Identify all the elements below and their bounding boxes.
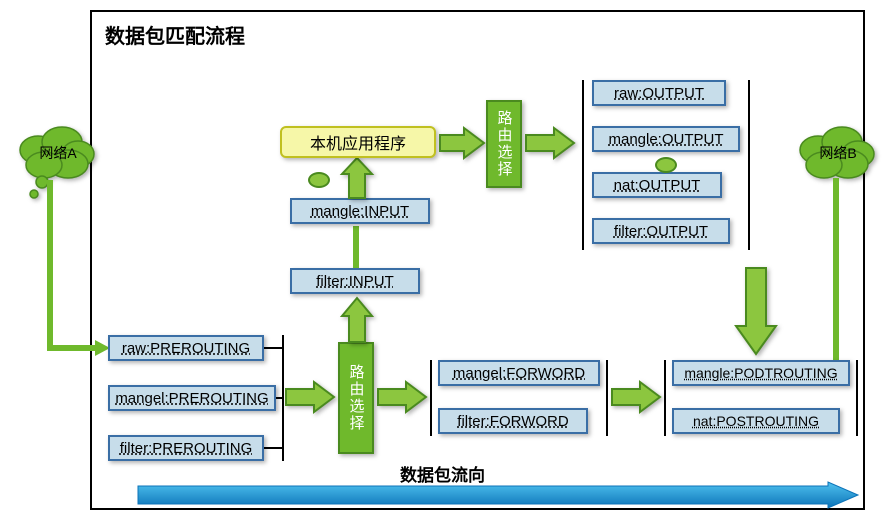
box-mangle-post: mangle:PODTROUTING [672,360,850,386]
dot-icon [655,157,677,173]
box-filter-forward: filter:FORWORD [438,408,588,434]
bracket-output-left [582,80,584,250]
arrow-output-to-post [736,268,776,354]
arrow-route-to-forward [378,382,428,412]
box-raw-output: raw:OUTPUT [592,80,726,106]
box-route-top: 路由选择 [486,100,522,188]
arrow-forward-to-post [612,382,662,412]
bracket-forward-right [606,360,608,436]
box-filter-input: filter:INPUT [290,268,420,294]
cloud-b-label: 网络B [819,145,856,161]
box-nat-post: nat:POSTROUTING [672,408,840,434]
arrow-route-to-input [342,298,372,342]
box-raw-prerouting: raw:PREROUTING [108,335,264,361]
diagram-title: 数据包匹配流程 [105,20,245,49]
dot-icon [308,172,330,188]
cloud-a-label: 网络A [39,145,77,161]
bracket-output-right [748,80,750,250]
arrow-pre-to-route [286,382,336,412]
box-mangle-prerouting: mangel:PREROUTING [108,385,276,411]
arrow-input-to-app [342,158,372,198]
box-mangle-forward: mangel:FORWORD [438,360,600,386]
bracket-tick [276,397,284,399]
box-local-app: 本机应用程序 [280,126,436,158]
edge-cloud-b-stem [833,178,839,378]
bracket-post-left [664,360,666,436]
box-mangle-input: mangle:INPUT [290,198,430,224]
box-route-bottom: 路由选择 [338,342,374,454]
flow-arrow [138,482,858,508]
bracket-forward-left [430,360,432,436]
box-nat-output: nat:OUTPUT [592,172,722,198]
box-filter-prerouting: filter:PREROUTING [108,435,264,461]
box-mangle-output: mangle:OUTPUT [592,126,740,152]
bracket-post-right [856,360,858,436]
box-filter-output: filter:OUTPUT [592,218,730,244]
bracket-tick [264,347,282,349]
cloud-network-b: 网络B [790,120,880,180]
edge-input-connector [353,226,359,268]
arrow-route-to-output [526,128,576,158]
bracket-tick [264,447,282,449]
edge-cloud-a-to-prerouting [40,180,100,370]
arrow-app-to-route [440,128,484,158]
